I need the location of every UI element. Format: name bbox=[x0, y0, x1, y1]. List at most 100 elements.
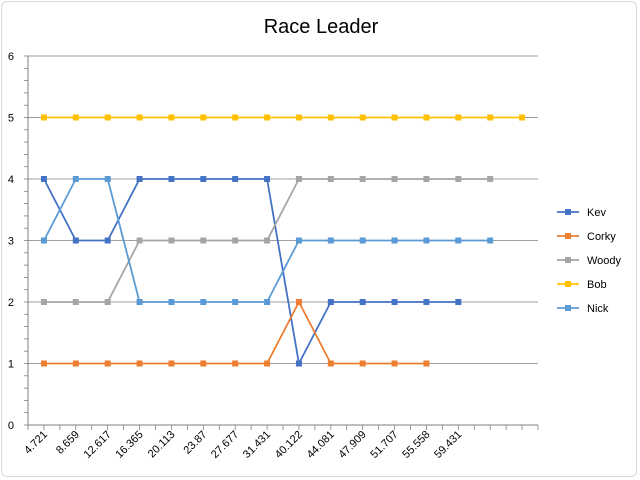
series-bob bbox=[40, 114, 526, 121]
data-point-woody bbox=[40, 299, 47, 305]
data-point-nick bbox=[295, 237, 302, 244]
x-tick-label: 47.909 bbox=[337, 429, 369, 461]
data-point-bob bbox=[391, 114, 398, 121]
data-point-bob bbox=[232, 114, 239, 121]
data-point-nick bbox=[391, 237, 398, 244]
y-tick-label: 0 bbox=[8, 420, 14, 432]
data-point-woody bbox=[232, 237, 239, 244]
legend-item-bob: Bob bbox=[557, 279, 607, 291]
data-point-nick bbox=[487, 237, 494, 244]
legend-item-woody: Woody bbox=[557, 255, 622, 267]
data-point-corky bbox=[391, 360, 398, 367]
data-point-corky bbox=[136, 360, 143, 367]
legend-swatch-marker bbox=[565, 233, 571, 239]
data-point-kev bbox=[264, 176, 271, 182]
data-point-nick bbox=[327, 237, 334, 244]
data-point-bob bbox=[136, 114, 143, 121]
chart-title: Race Leader bbox=[264, 16, 379, 38]
data-point-kev bbox=[295, 360, 302, 367]
data-point-bob bbox=[168, 114, 175, 121]
data-point-kev bbox=[327, 299, 334, 305]
x-tick-label: 55.558 bbox=[400, 429, 432, 461]
data-point-woody bbox=[200, 237, 207, 244]
legend-swatch-marker bbox=[565, 209, 571, 215]
x-tick-label: 40.122 bbox=[273, 429, 305, 461]
data-point-bob bbox=[487, 114, 494, 121]
x-tick-label: 23.87 bbox=[181, 429, 209, 457]
legend-label: Bob bbox=[587, 279, 607, 291]
data-point-bob bbox=[423, 114, 430, 121]
data-point-bob bbox=[72, 114, 79, 121]
data-point-bob bbox=[40, 114, 47, 121]
data-point-corky bbox=[295, 299, 302, 305]
data-point-corky bbox=[232, 360, 239, 367]
data-point-corky bbox=[40, 360, 47, 367]
data-point-corky bbox=[327, 360, 334, 367]
legend-swatch-marker bbox=[565, 257, 571, 263]
data-point-woody bbox=[295, 176, 302, 182]
data-point-bob bbox=[455, 114, 462, 121]
data-point-bob bbox=[264, 114, 271, 121]
data-point-corky bbox=[104, 360, 111, 367]
data-point-kev bbox=[136, 176, 143, 182]
y-tick-label: 2 bbox=[8, 297, 14, 309]
data-point-kev bbox=[40, 176, 47, 182]
data-point-bob bbox=[359, 114, 366, 121]
data-point-nick bbox=[455, 237, 462, 244]
data-point-woody bbox=[136, 237, 143, 244]
x-tick-label: 20.113 bbox=[146, 429, 178, 461]
data-point-corky bbox=[359, 360, 366, 367]
data-point-kev bbox=[168, 176, 175, 182]
legend-item-nick: Nick bbox=[557, 303, 609, 315]
data-point-corky bbox=[72, 360, 79, 367]
data-point-bob bbox=[519, 114, 526, 121]
series-corky bbox=[40, 299, 430, 367]
data-point-kev bbox=[359, 299, 366, 305]
data-point-nick bbox=[423, 237, 430, 244]
data-point-kev bbox=[391, 299, 398, 305]
series-kev bbox=[40, 176, 462, 367]
series-line-kev bbox=[43, 178, 459, 365]
data-point-corky bbox=[423, 360, 430, 367]
x-tick-label: 8.659 bbox=[54, 429, 82, 457]
x-tick-label: 51.707 bbox=[368, 429, 400, 461]
data-point-woody bbox=[327, 176, 334, 182]
data-point-kev bbox=[200, 176, 207, 182]
data-point-kev bbox=[104, 237, 111, 244]
data-point-nick bbox=[232, 299, 239, 305]
data-point-nick bbox=[72, 176, 79, 182]
data-point-woody bbox=[487, 176, 494, 182]
legend-label: Nick bbox=[587, 303, 609, 315]
x-tick-label: 4.721 bbox=[22, 429, 50, 457]
data-point-kev bbox=[72, 237, 79, 244]
y-tick-label: 6 bbox=[8, 51, 14, 63]
data-point-nick bbox=[40, 237, 47, 244]
data-point-woody bbox=[72, 299, 79, 305]
y-tick-label: 4 bbox=[8, 174, 14, 186]
x-tick-label: 31.431 bbox=[241, 429, 273, 461]
data-point-nick bbox=[359, 237, 366, 244]
x-tick-label: 12.617 bbox=[82, 429, 114, 461]
data-point-woody bbox=[359, 176, 366, 182]
data-point-woody bbox=[264, 237, 271, 244]
y-tick-label: 3 bbox=[8, 236, 14, 248]
series-nick bbox=[40, 176, 494, 305]
data-point-woody bbox=[104, 299, 111, 305]
data-point-kev bbox=[423, 299, 430, 305]
series-line-corky bbox=[43, 301, 427, 365]
data-point-woody bbox=[168, 237, 175, 244]
series-woody bbox=[40, 176, 494, 305]
data-point-bob bbox=[295, 114, 302, 121]
legend-label: Kev bbox=[587, 207, 606, 219]
x-tick-label: 44.081 bbox=[305, 429, 337, 461]
x-tick-label: 59.431 bbox=[432, 429, 464, 461]
legend-label: Corky bbox=[587, 231, 616, 243]
x-tick-label: 27.677 bbox=[209, 429, 241, 461]
y-tick-label: 1 bbox=[8, 359, 14, 371]
legend-label: Woody bbox=[587, 255, 622, 267]
data-point-bob bbox=[200, 114, 207, 121]
legend-item-kev: Kev bbox=[557, 207, 606, 219]
data-point-corky bbox=[264, 360, 271, 367]
data-point-bob bbox=[104, 114, 111, 121]
